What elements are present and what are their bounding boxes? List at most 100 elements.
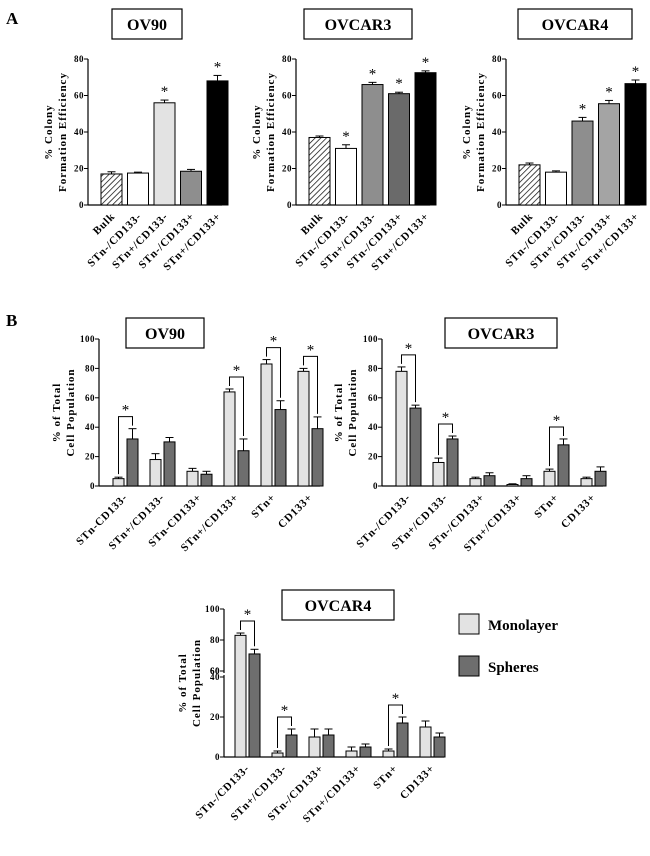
bar-stnposcd133pos-spheres (520, 478, 533, 487)
chart-ov90-colony: OV90 % Colony Formation Efficiency 0 20 40 60 8… (43, 8, 229, 273)
bar-bulk (518, 164, 541, 206)
y-tick-label: 0 (373, 481, 378, 491)
significance-star: * (244, 607, 252, 623)
y-tick-label: 60 (210, 666, 220, 676)
chart-title: OV90 (145, 326, 185, 343)
significance-bracket (549, 426, 564, 467)
bar-stnpos-monolayer (260, 363, 273, 487)
significance-star: * (405, 341, 413, 357)
y-tick-label: 20 (210, 712, 220, 722)
bar-stnposcd133pos-monolayer (223, 391, 236, 487)
y-tick-label: 60 (74, 91, 84, 101)
significance-star: * (442, 410, 450, 426)
significance-bracket (438, 423, 453, 456)
chart-title: OVCAR3 (468, 326, 535, 343)
y-axis-label: Formation Efficiency (475, 72, 487, 192)
y-axis-label: Cell Population (191, 639, 203, 727)
bar-stnnegcd133pos-spheres (200, 473, 213, 487)
y-tick-label: 40 (85, 422, 95, 432)
bar-cd133pos-spheres (311, 428, 324, 487)
significance-star: * (214, 59, 222, 75)
chart-title-box (111, 8, 183, 40)
bar-stnnegcd133pos (598, 103, 620, 206)
chart-title-box (444, 317, 558, 349)
bar-stnposcd133neg (571, 120, 594, 206)
y-tick-label: 0 (79, 200, 84, 210)
y-axis-label: % of Total (333, 383, 345, 443)
bar-stnpos-spheres (557, 444, 570, 487)
y-tick-label: 60 (368, 393, 378, 403)
significance-bracket (229, 376, 244, 436)
significance-star: * (307, 342, 315, 358)
y-tick-label: 80 (74, 54, 84, 64)
y-tick-label: 80 (282, 54, 292, 64)
legend-swatch-monolayer (458, 613, 480, 635)
significance-star: * (395, 76, 403, 92)
bar-stnposcd133neg-monolayer (271, 752, 284, 758)
y-tick-label: 80 (492, 54, 502, 64)
bar-stnnegcd133pos (180, 170, 202, 206)
bar-stnposcd133neg-spheres (446, 438, 459, 487)
bar-stnnegcd133neg-spheres (409, 407, 422, 487)
bar-stnposcd133neg-spheres (163, 441, 176, 487)
y-tick-label: 20 (85, 452, 95, 462)
bar-stnposcd133pos (414, 72, 437, 206)
significance-bracket (118, 416, 133, 475)
bar-cd133pos-spheres (594, 470, 607, 487)
y-tick-label: 80 (210, 635, 220, 645)
y-tick-label: 40 (492, 127, 502, 137)
x-category-label: STn+ (532, 492, 561, 521)
chart-title: OVCAR3 (325, 17, 392, 34)
x-category-label: STn+ (371, 763, 400, 792)
significance-star: * (579, 101, 587, 117)
chart-title: OV90 (127, 17, 167, 34)
bar-stnposcd133pos-monolayer (506, 484, 519, 487)
chart-title-box (125, 317, 205, 349)
legend: Monolayer Spheres (458, 613, 558, 677)
y-axis-label: Formation Efficiency (265, 72, 277, 192)
bar-stnnegcd133neg (127, 172, 149, 206)
y-axis-label: % of Total (177, 653, 189, 713)
y-axis-label: Cell Population (347, 368, 359, 456)
legend-label-monolayer: Monolayer (488, 618, 558, 634)
significance-star: * (270, 334, 278, 350)
bar-stnposcd133neg (153, 102, 176, 206)
panel-label-b: B (6, 311, 17, 330)
chart-ov90-population: OV90 % of Total Cell Population 0 20 40 60 80 10… (51, 317, 324, 554)
bar-stnposcd133neg-spheres (285, 734, 298, 758)
significance-star: * (281, 703, 289, 719)
bar-stnposcd133neg-monolayer (432, 461, 445, 487)
y-tick-label: 40 (368, 422, 378, 432)
significance-bracket (303, 355, 318, 414)
bar-stnnegcd133neg-monolayer (112, 478, 125, 487)
bar-stnnegcd133neg-spheres (248, 653, 261, 758)
significance-star: * (342, 129, 350, 145)
y-tick-label: 20 (492, 164, 502, 174)
y-tick-label: 40 (74, 127, 84, 137)
bar-stnnegcd133neg (335, 147, 357, 206)
bar-stnnegcd133neg-spheres (126, 438, 139, 487)
y-tick-label: 0 (90, 481, 95, 491)
chart-title-box (303, 8, 413, 40)
chart-title-box (281, 589, 395, 621)
bar-stnpos-spheres (396, 722, 409, 758)
chart-ovcar3-population: OVCAR3 % of Total Cell Population 0 20 40 60 80… (333, 317, 607, 554)
bar-stnnegcd133pos-spheres (483, 475, 496, 487)
y-axis-label: % Colony (461, 104, 473, 159)
y-tick-label: 80 (85, 363, 95, 373)
y-axis-label: % Colony (43, 104, 55, 159)
significance-star: * (632, 64, 640, 80)
y-tick-label: 0 (497, 200, 502, 210)
bar-stnnegcd133pos-spheres (322, 734, 335, 758)
y-tick-label: 60 (282, 91, 292, 101)
y-axis-label: % Colony (251, 104, 263, 159)
bar-stnnegcd133neg-monolayer (395, 370, 408, 487)
y-axis-label: Formation Efficiency (57, 72, 69, 192)
significance-star: * (161, 84, 169, 100)
legend-swatch-spheres (458, 655, 480, 677)
chart-title: OVCAR4 (305, 598, 372, 615)
bar-cd133pos-spheres (433, 736, 446, 758)
significance-bracket (266, 347, 281, 398)
